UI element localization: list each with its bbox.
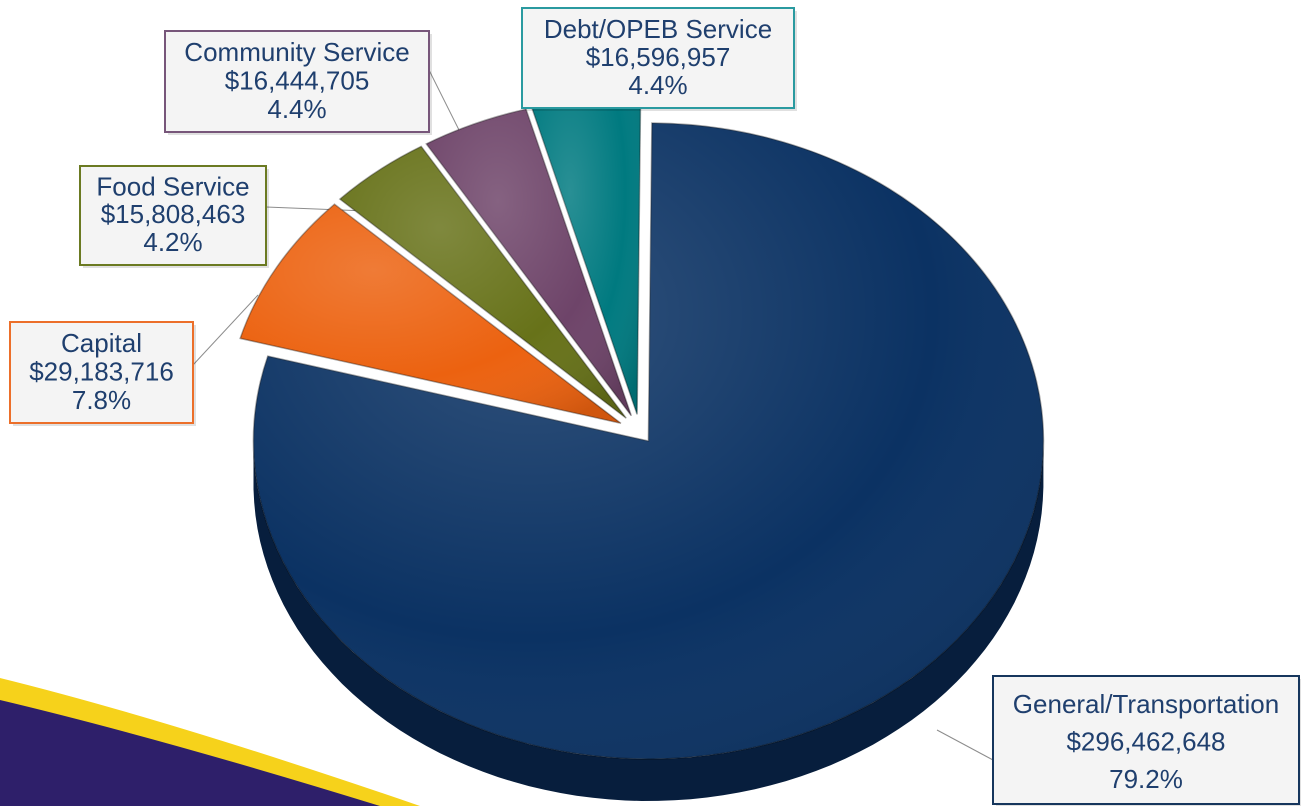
decor-purple-band	[0, 700, 380, 806]
label-percent: 4.2%	[143, 227, 202, 257]
leader-line-0	[936, 729, 994, 761]
label-name: General/Transportation	[1013, 689, 1279, 719]
leader-line-1	[192, 294, 259, 366]
slice-general-transportation	[252, 122, 1045, 801]
label-name: Debt/OPEB Service	[544, 14, 772, 44]
label-name: Capital	[61, 328, 142, 358]
label-box-frame	[521, 7, 795, 109]
label-percent: 79.2%	[1109, 764, 1183, 794]
label-box-frame	[164, 30, 430, 133]
slice-highlight	[426, 109, 632, 416]
label-value: $16,444,705	[225, 65, 370, 95]
label-name: Community Service	[184, 37, 409, 67]
label-value: $296,462,648	[1066, 726, 1225, 756]
label-name: Food Service	[96, 172, 249, 202]
slice-food-service	[338, 145, 627, 419]
pie-slices	[239, 95, 1045, 801]
label-value: $16,596,957	[586, 42, 731, 72]
label-percent: 7.8%	[72, 385, 131, 415]
slice-highlight	[253, 123, 1044, 759]
data-label-general-transportation: General/Transportation $296,462,648 79.2%	[992, 675, 1301, 806]
label-value: $15,808,463	[101, 199, 246, 229]
slice-labels: General/Transportation $296,462,648 79.2% C…	[9, 7, 1301, 806]
corner-decoration	[0, 678, 420, 806]
slice-capital	[239, 203, 622, 425]
label-percent: 4.4%	[628, 70, 687, 100]
label-box-frame	[992, 675, 1300, 805]
slice-highlight	[240, 204, 621, 424]
slice-community-service	[425, 108, 633, 417]
slice-highlight	[531, 96, 641, 415]
label-box-frame	[9, 321, 194, 424]
label-box-frame	[79, 165, 267, 266]
slice-highlight	[339, 146, 627, 419]
label-percent: 4.4%	[267, 94, 326, 124]
label-value: $29,183,716	[29, 356, 174, 386]
